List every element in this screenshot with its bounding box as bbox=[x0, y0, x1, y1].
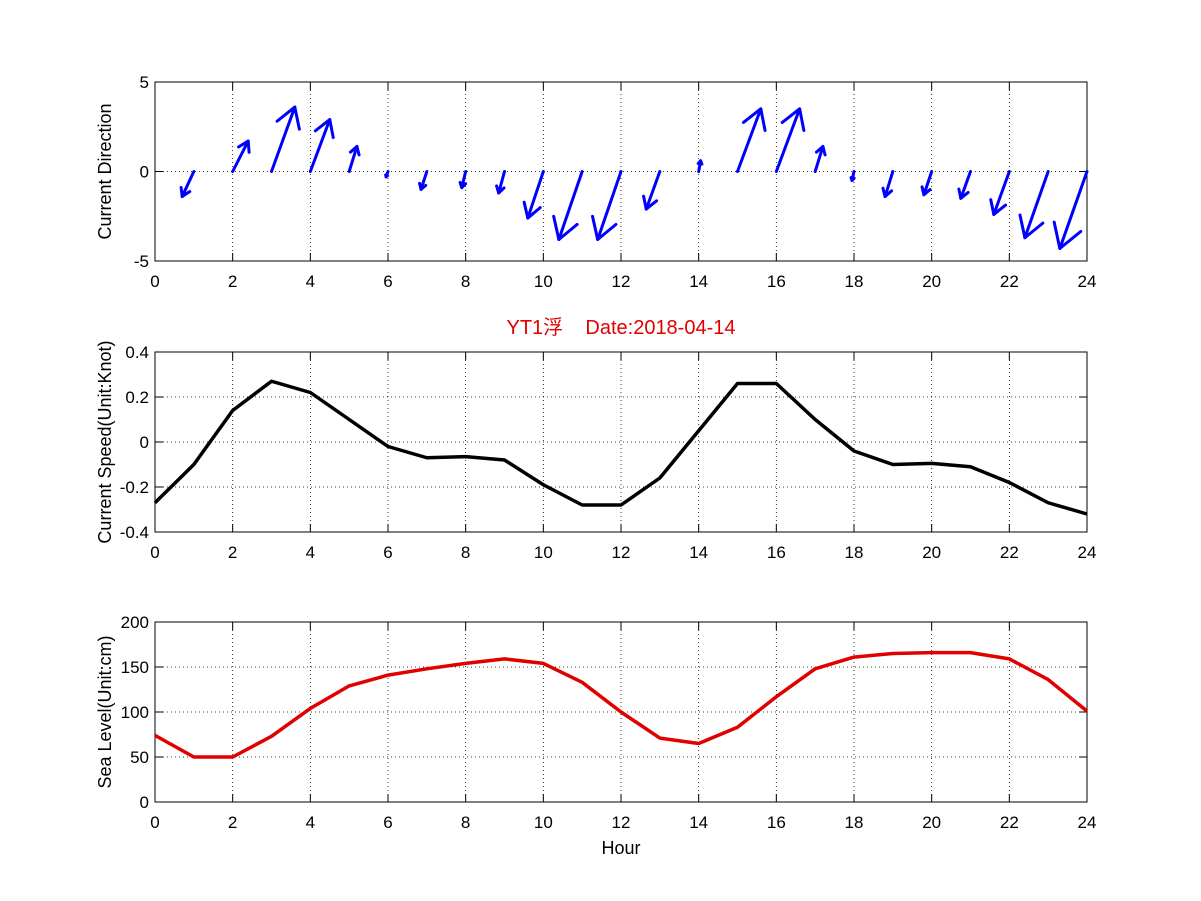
direction-arrow bbox=[696, 159, 704, 173]
direction-arrow bbox=[458, 170, 468, 190]
x-tick-label: 0 bbox=[150, 543, 159, 562]
y-tick-label: 0 bbox=[140, 433, 149, 452]
x-tick-label: 14 bbox=[689, 272, 708, 291]
ticks: 0 2 4 6 8 10 12 14 16 18 20 22 24-505 bbox=[134, 73, 1097, 291]
x-tick-label: 4 bbox=[306, 813, 315, 832]
x-tick-label: 6 bbox=[383, 272, 392, 291]
y-tick-label: 0.2 bbox=[125, 388, 149, 407]
x-tick-label: 18 bbox=[845, 272, 864, 291]
x-tick-label: 22 bbox=[1000, 543, 1019, 562]
x-tick-label: 4 bbox=[306, 272, 315, 291]
x-tick-label: 10 bbox=[534, 543, 553, 562]
direction-arrow bbox=[989, 170, 1011, 216]
y-axis-label: Sea Level(Unit:cm) bbox=[95, 635, 115, 788]
x-tick-label: 2 bbox=[228, 272, 237, 291]
x-tick-label: 16 bbox=[767, 272, 786, 291]
current-direction-panel: 0 2 4 6 8 10 12 14 16 18 20 22 24-505 Current Direct… bbox=[95, 73, 1096, 291]
direction-arrow bbox=[1018, 170, 1050, 240]
direction-arrow bbox=[384, 170, 390, 179]
x-tick-label: 24 bbox=[1078, 543, 1097, 562]
direction-arrow bbox=[813, 144, 827, 173]
x-tick-label: 24 bbox=[1078, 272, 1097, 291]
x-tick-label: 0 bbox=[150, 272, 159, 291]
x-tick-label: 6 bbox=[383, 813, 392, 832]
y-axis-label: Current Speed(Unit:Knot) bbox=[95, 340, 115, 543]
direction-arrow bbox=[1052, 170, 1089, 250]
x-tick-label: 16 bbox=[767, 813, 786, 832]
x-tick-label: 2 bbox=[228, 543, 237, 562]
x-tick-label: 18 bbox=[845, 813, 864, 832]
direction-arrow bbox=[522, 170, 545, 220]
x-tick-label: 10 bbox=[534, 272, 553, 291]
direction-arrow bbox=[881, 170, 895, 199]
direction-arrow bbox=[642, 170, 662, 211]
x-tick-label: 18 bbox=[845, 543, 864, 562]
direction-arrows bbox=[179, 105, 1089, 250]
grid bbox=[155, 622, 1087, 802]
chart-title: YT1浮 Date:2018-04-14 bbox=[506, 316, 735, 339]
direction-arrow bbox=[347, 144, 361, 173]
y-tick-label: 0 bbox=[140, 163, 149, 182]
x-tick-label: 6 bbox=[383, 543, 392, 562]
series-line bbox=[153, 379, 1088, 516]
y-tick-label: 0 bbox=[140, 793, 149, 812]
direction-arrow bbox=[591, 170, 623, 242]
direction-arrow bbox=[308, 118, 335, 173]
x-tick-label: 20 bbox=[922, 813, 941, 832]
speed-line bbox=[153, 379, 1088, 516]
x-tick-label: 22 bbox=[1000, 813, 1019, 832]
y-tick-label: -5 bbox=[134, 252, 149, 271]
y-tick-label: 100 bbox=[121, 703, 149, 722]
direction-arrow bbox=[270, 105, 301, 173]
x-tick-label: 10 bbox=[534, 813, 553, 832]
y-tick-label: 200 bbox=[121, 613, 149, 632]
direction-arrow bbox=[552, 170, 584, 242]
x-tick-label: 0 bbox=[150, 813, 159, 832]
grid bbox=[155, 352, 1087, 532]
x-tick-label: 22 bbox=[1000, 272, 1019, 291]
sea-level-line bbox=[154, 650, 1089, 759]
x-tick-label: 12 bbox=[612, 272, 631, 291]
y-tick-label: -0.2 bbox=[120, 478, 149, 497]
direction-arrow bbox=[495, 170, 506, 195]
y-tick-label: -0.4 bbox=[120, 523, 149, 542]
x-tick-label: 8 bbox=[461, 272, 470, 291]
current-speed-panel: YT1浮 Date:2018-04-14 0 2 4 6 8 10 12 14 16 18 20 22… bbox=[95, 316, 1096, 562]
x-tick-label: 20 bbox=[922, 543, 941, 562]
x-tick-label: 16 bbox=[767, 543, 786, 562]
direction-arrow bbox=[736, 107, 767, 173]
ticks: 0 2 4 6 8 10 12 14 16 18 20 22 24-0.4-0.200.20.4 bbox=[120, 343, 1097, 562]
direction-arrow bbox=[957, 170, 972, 200]
direction-arrow bbox=[179, 170, 196, 199]
x-tick-label: 12 bbox=[612, 813, 631, 832]
x-tick-label: 8 bbox=[461, 813, 470, 832]
y-tick-label: 150 bbox=[121, 658, 149, 677]
x-tick-label: 12 bbox=[612, 543, 631, 562]
x-tick-label: 20 bbox=[922, 272, 941, 291]
y-tick-label: 50 bbox=[130, 748, 149, 767]
direction-arrow bbox=[849, 170, 856, 182]
x-tick-label: 14 bbox=[689, 543, 708, 562]
direction-arrow bbox=[231, 139, 251, 173]
series-line bbox=[154, 650, 1089, 759]
y-tick-label: 5 bbox=[140, 73, 149, 92]
y-axis-label: Current Direction bbox=[95, 103, 115, 239]
direction-arrow bbox=[920, 170, 934, 197]
y-tick-label: 0.4 bbox=[125, 343, 149, 362]
x-tick-label: 4 bbox=[306, 543, 315, 562]
x-tick-label: 14 bbox=[689, 813, 708, 832]
direction-arrow bbox=[418, 170, 429, 191]
x-tick-label: 2 bbox=[228, 813, 237, 832]
direction-arrow bbox=[774, 107, 806, 173]
x-axis-label: Hour bbox=[601, 838, 640, 858]
x-tick-label: 24 bbox=[1078, 813, 1097, 832]
x-tick-label: 8 bbox=[461, 543, 470, 562]
